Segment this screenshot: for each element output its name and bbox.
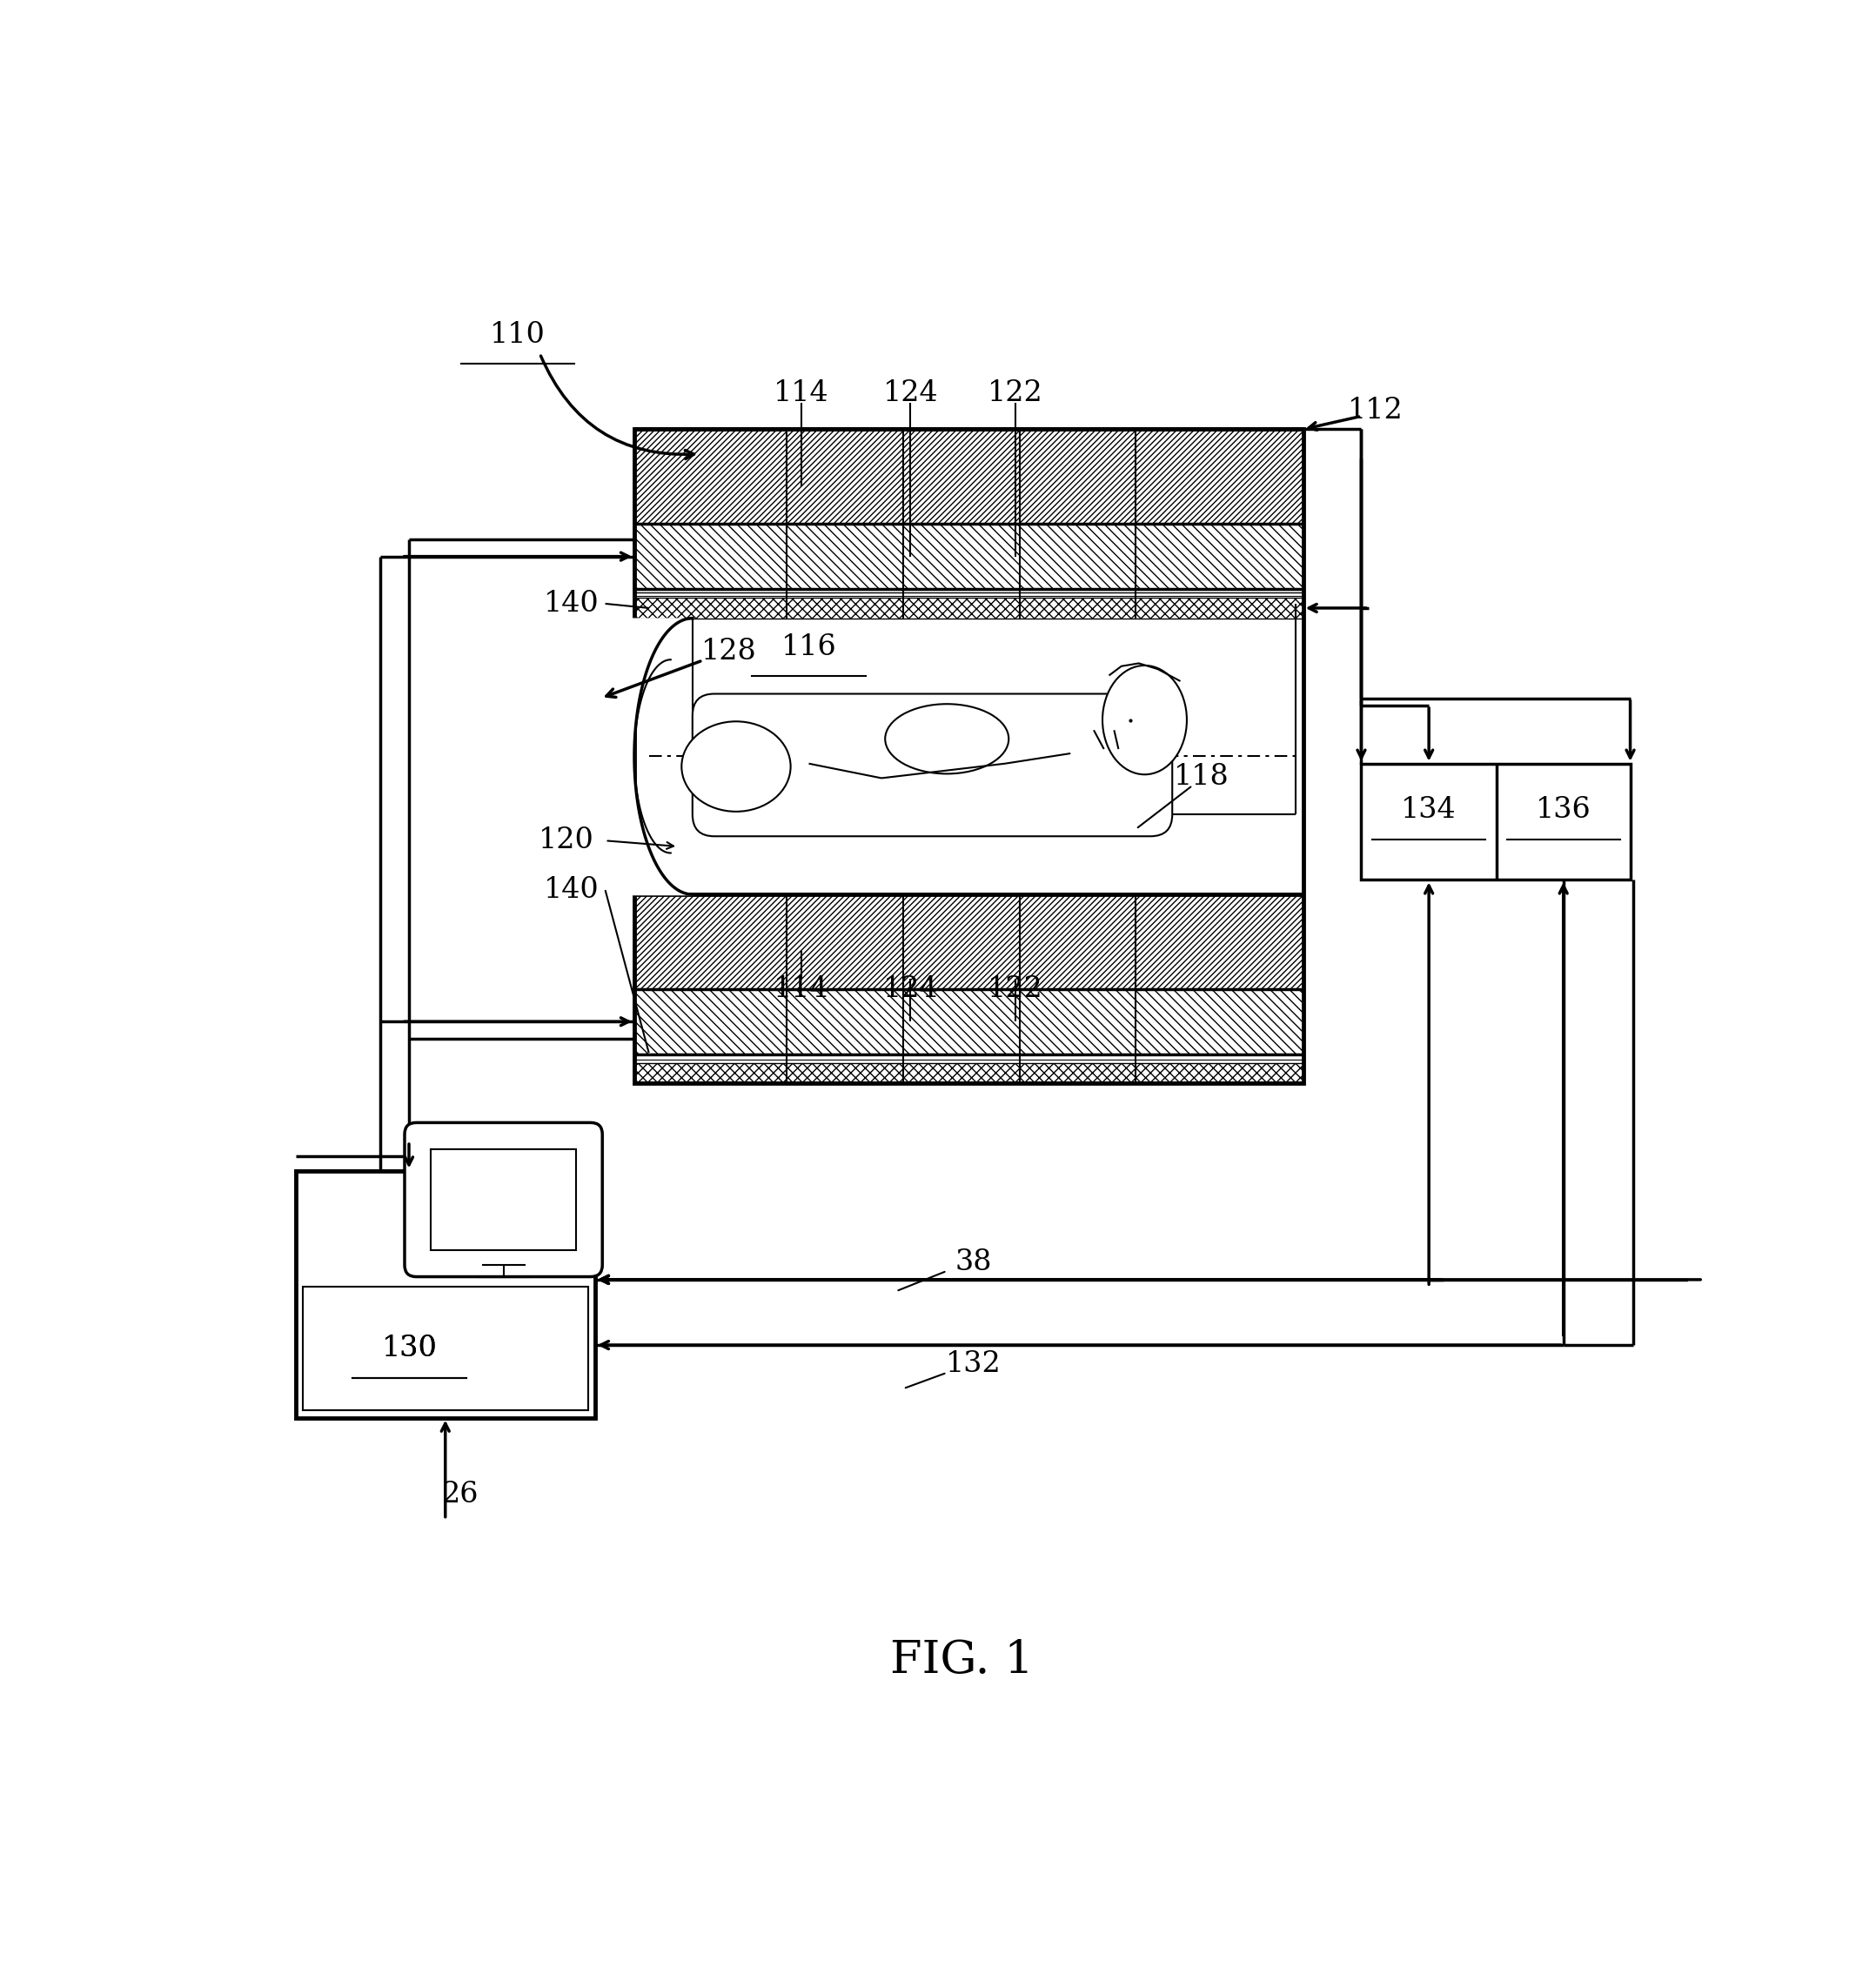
Text: 114: 114 bbox=[773, 976, 829, 1003]
Text: 120: 120 bbox=[538, 827, 595, 854]
FancyArrowPatch shape bbox=[906, 1373, 946, 1387]
Text: 130: 130 bbox=[381, 1335, 437, 1363]
Bar bbox=[634, 429, 1304, 1083]
Ellipse shape bbox=[681, 721, 790, 811]
Bar bbox=[302, 1288, 587, 1411]
FancyArrowPatch shape bbox=[606, 662, 700, 697]
Text: 118: 118 bbox=[1174, 763, 1229, 791]
Bar bbox=[664, 618, 1304, 894]
FancyArrowPatch shape bbox=[899, 1272, 946, 1290]
Bar bbox=[634, 429, 1304, 525]
Ellipse shape bbox=[885, 703, 1009, 773]
Text: 128: 128 bbox=[702, 638, 756, 666]
FancyBboxPatch shape bbox=[405, 1123, 602, 1278]
Text: 132: 132 bbox=[946, 1349, 1000, 1377]
FancyArrowPatch shape bbox=[1139, 787, 1191, 827]
FancyArrowPatch shape bbox=[1309, 417, 1358, 429]
Ellipse shape bbox=[1103, 666, 1188, 775]
FancyArrowPatch shape bbox=[608, 841, 673, 848]
Bar bbox=[1362, 763, 1630, 880]
Text: 122: 122 bbox=[987, 380, 1043, 407]
Bar bbox=[634, 1063, 1304, 1083]
Text: 116: 116 bbox=[780, 634, 837, 662]
Text: 124: 124 bbox=[884, 380, 938, 407]
FancyArrowPatch shape bbox=[540, 356, 694, 459]
Text: 124: 124 bbox=[884, 976, 938, 1003]
Bar bbox=[634, 525, 1304, 590]
Bar bbox=[296, 1170, 595, 1417]
Text: 140: 140 bbox=[544, 590, 600, 618]
Text: 38: 38 bbox=[955, 1248, 992, 1276]
Text: FIG. 1: FIG. 1 bbox=[889, 1639, 1034, 1683]
Text: 134: 134 bbox=[1401, 797, 1456, 825]
Text: 112: 112 bbox=[1349, 397, 1403, 425]
Text: 26: 26 bbox=[441, 1480, 478, 1508]
Bar bbox=[431, 1148, 576, 1250]
Text: 140: 140 bbox=[544, 876, 600, 904]
Text: 122: 122 bbox=[987, 976, 1043, 1003]
FancyBboxPatch shape bbox=[692, 693, 1172, 837]
Bar bbox=[634, 894, 1304, 990]
Text: 110: 110 bbox=[490, 320, 546, 348]
Bar bbox=[634, 598, 1304, 618]
Text: 130: 130 bbox=[381, 1335, 437, 1363]
Text: 136: 136 bbox=[1536, 797, 1591, 825]
Bar bbox=[634, 990, 1304, 1055]
Text: 114: 114 bbox=[773, 380, 829, 407]
